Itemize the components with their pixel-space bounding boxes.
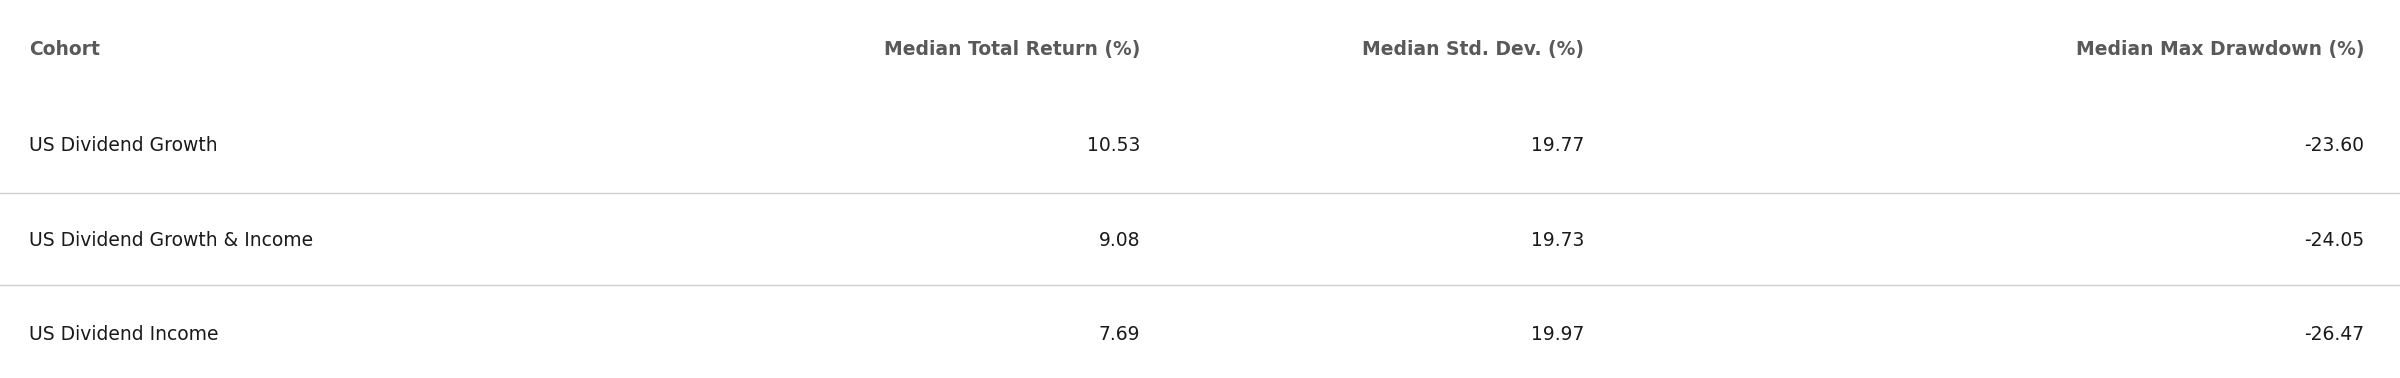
Text: 19.97: 19.97 bbox=[1531, 325, 1584, 344]
Text: 10.53: 10.53 bbox=[1087, 136, 1140, 155]
Text: 9.08: 9.08 bbox=[1099, 231, 1140, 249]
Text: 19.73: 19.73 bbox=[1531, 231, 1584, 249]
Text: US Dividend Growth: US Dividend Growth bbox=[29, 136, 218, 155]
Text: Median Max Drawdown (%): Median Max Drawdown (%) bbox=[2076, 40, 2364, 59]
Text: 7.69: 7.69 bbox=[1099, 325, 1140, 344]
Text: Cohort: Cohort bbox=[29, 40, 101, 59]
Text: US Dividend Income: US Dividend Income bbox=[29, 325, 218, 344]
Text: Median Total Return (%): Median Total Return (%) bbox=[883, 40, 1140, 59]
Text: -24.05: -24.05 bbox=[2304, 231, 2364, 249]
Text: 19.77: 19.77 bbox=[1531, 136, 1584, 155]
Text: Median Std. Dev. (%): Median Std. Dev. (%) bbox=[1363, 40, 1584, 59]
Text: -23.60: -23.60 bbox=[2304, 136, 2364, 155]
Text: -26.47: -26.47 bbox=[2304, 325, 2364, 344]
Text: US Dividend Growth & Income: US Dividend Growth & Income bbox=[29, 231, 312, 249]
